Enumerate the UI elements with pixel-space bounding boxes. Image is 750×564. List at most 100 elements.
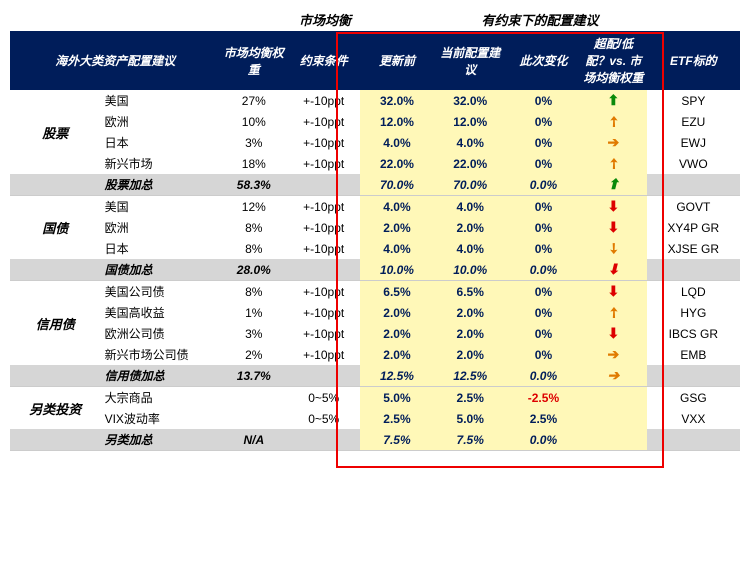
change-cell: 0% — [507, 302, 580, 323]
subtotal-row: 信用债加总13.7%12.5%12.5%0.0%➔ — [10, 365, 740, 387]
direction-icon: ⬆ — [608, 176, 620, 193]
subtotal-row: 股票加总58.3%70.0%70.0%0.0%⬆ — [10, 174, 740, 196]
constraint-cell: +-10ppt — [287, 132, 360, 153]
constraint-cell: 0~5% — [287, 387, 360, 409]
header-market: 市场均衡 — [250, 10, 400, 29]
subtotal-row: 国债加总28.0%10.0%10.0%0.0%⬇ — [10, 259, 740, 281]
weight-cell: 18% — [220, 153, 287, 174]
header-row: 海外大类资产配置建议 市场均衡权重 约束条件 更新前 当前配置建议 此次变化 超… — [10, 31, 740, 90]
subtotal-label: 国债加总 — [101, 259, 221, 281]
dir-cell: ➚ — [580, 302, 647, 323]
dir-cell: ➔ — [580, 344, 647, 365]
col-change: 此次变化 — [507, 31, 580, 90]
prev-cell: 2.0% — [360, 344, 433, 365]
header-constrained: 有约束下的配置建议 — [380, 10, 700, 29]
table-row: 股票美国27%+-10ppt32.0%32.0%0%⬆SPY — [10, 90, 740, 111]
direction-icon: ⬇ — [608, 219, 620, 236]
etf-cell: SPY — [647, 90, 740, 111]
table-row: 另类投资大宗商品0~5%5.0%2.5%-2.5%GSG — [10, 387, 740, 409]
sub-asset: VIX波动率 — [101, 408, 221, 429]
direction-icon: ➚ — [603, 111, 623, 131]
current-cell: 4.0% — [434, 196, 507, 218]
dir-cell: ➔ — [580, 132, 647, 153]
table-row: 国债美国12%+-10ppt4.0%4.0%0%⬇GOVT — [10, 196, 740, 218]
prev-cell: 2.0% — [360, 323, 433, 344]
subtotal-weight: 28.0% — [220, 259, 287, 281]
direction-icon: ➔ — [608, 134, 620, 151]
table-row: 新兴市场18%+-10ppt22.0%22.0%0%➚VWO — [10, 153, 740, 174]
subtotal-current: 70.0% — [434, 174, 507, 196]
current-cell: 22.0% — [434, 153, 507, 174]
prev-cell: 12.0% — [360, 111, 433, 132]
constraint-cell: +-10ppt — [287, 90, 360, 111]
subtotal-dir: ➔ — [580, 365, 647, 387]
prev-cell: 4.0% — [360, 196, 433, 218]
constraint-cell: +-10ppt — [287, 217, 360, 238]
current-cell: 4.0% — [434, 238, 507, 259]
sub-asset: 大宗商品 — [101, 387, 221, 409]
prev-cell: 22.0% — [360, 153, 433, 174]
current-cell: 12.0% — [434, 111, 507, 132]
constraint-cell: +-10ppt — [287, 281, 360, 303]
constraint-cell: +-10ppt — [287, 323, 360, 344]
subtotal-dir — [580, 429, 647, 451]
current-cell: 4.0% — [434, 132, 507, 153]
constraint-cell: +-10ppt — [287, 196, 360, 218]
etf-cell: HYG — [647, 302, 740, 323]
weight-cell: 8% — [220, 238, 287, 259]
change-cell: 0% — [507, 217, 580, 238]
prev-cell: 32.0% — [360, 90, 433, 111]
direction-icon: ⬆ — [608, 92, 620, 109]
subtotal-change: 0.0% — [507, 259, 580, 281]
category-cell: 股票 — [10, 90, 101, 174]
col-constraint: 约束条件 — [287, 31, 360, 90]
subtotal-row: 另类加总N/A7.5%7.5%0.0% — [10, 429, 740, 451]
weight-cell: 3% — [220, 323, 287, 344]
category-cell: 信用债 — [10, 281, 101, 366]
current-cell: 2.0% — [434, 302, 507, 323]
weight-cell — [220, 387, 287, 409]
weight-cell — [220, 408, 287, 429]
sub-asset: 欧洲 — [101, 111, 221, 132]
table-row: 新兴市场公司债2%+-10ppt2.0%2.0%0%➔EMB — [10, 344, 740, 365]
prev-cell: 2.0% — [360, 217, 433, 238]
etf-cell: EZU — [647, 111, 740, 132]
change-cell: 2.5% — [507, 408, 580, 429]
etf-cell: XJSE GR — [647, 238, 740, 259]
prev-cell: 5.0% — [360, 387, 433, 409]
change-cell: 0% — [507, 111, 580, 132]
etf-cell: VWO — [647, 153, 740, 174]
change-cell: 0% — [507, 323, 580, 344]
subtotal-prev: 7.5% — [360, 429, 433, 451]
change-cell: 0% — [507, 132, 580, 153]
category-cell: 国债 — [10, 196, 101, 260]
weight-cell: 1% — [220, 302, 287, 323]
direction-icon: ⬇ — [608, 283, 620, 300]
sub-asset: 日本 — [101, 238, 221, 259]
sub-asset: 美国 — [101, 90, 221, 111]
table-row: 欧洲10%+-10ppt12.0%12.0%0%➚EZU — [10, 111, 740, 132]
weight-cell: 2% — [220, 344, 287, 365]
constraint-cell: +-10ppt — [287, 153, 360, 174]
change-cell: 0% — [507, 90, 580, 111]
weight-cell: 8% — [220, 217, 287, 238]
col-weight: 市场均衡权重 — [220, 31, 287, 90]
subtotal-weight: 58.3% — [220, 174, 287, 196]
dir-cell: ➘ — [580, 238, 647, 259]
prev-cell: 2.0% — [360, 302, 433, 323]
current-cell: 2.0% — [434, 323, 507, 344]
col-prev: 更新前 — [360, 31, 433, 90]
dir-cell: ⬇ — [580, 196, 647, 218]
sub-asset: 欧洲 — [101, 217, 221, 238]
subtotal-current: 12.5% — [434, 365, 507, 387]
subtotal-prev: 70.0% — [360, 174, 433, 196]
current-cell: 2.0% — [434, 217, 507, 238]
table-row: 美国高收益1%+-10ppt2.0%2.0%0%➚HYG — [10, 302, 740, 323]
subtotal-weight: 13.7% — [220, 365, 287, 387]
dir-cell — [580, 408, 647, 429]
direction-icon: ➔ — [608, 367, 620, 384]
etf-cell: GSG — [647, 387, 740, 409]
table-row: 日本8%+-10ppt4.0%4.0%0%➘XJSE GR — [10, 238, 740, 259]
subtotal-change: 0.0% — [507, 429, 580, 451]
etf-cell: VXX — [647, 408, 740, 429]
